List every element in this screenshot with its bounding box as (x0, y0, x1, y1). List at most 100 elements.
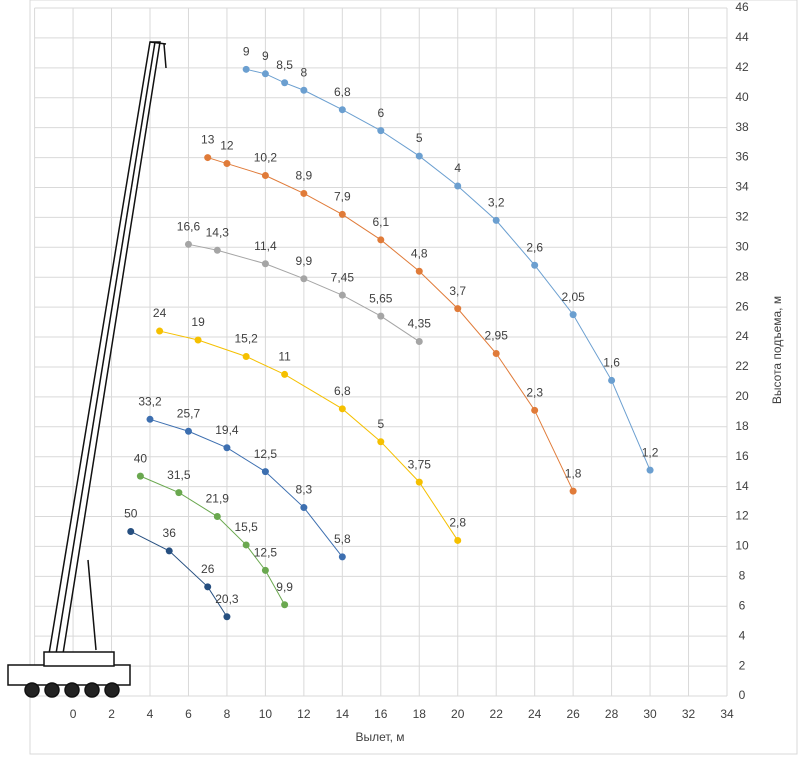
x-tick-label: 32 (682, 707, 696, 721)
data-point (213, 246, 221, 254)
data-label: 16,6 (177, 219, 201, 233)
data-label: 26 (201, 562, 215, 576)
y-tick-label: 20 (735, 389, 749, 403)
data-label: 9 (262, 49, 269, 63)
data-label: 10,2 (254, 151, 278, 165)
data-point (300, 504, 308, 512)
data-label: 12 (220, 139, 234, 153)
data-label: 15,5 (234, 520, 258, 534)
y-tick-label: 46 (735, 0, 749, 14)
data-label: 2,3 (526, 386, 543, 400)
data-point (242, 65, 250, 73)
y-tick-label: 42 (735, 60, 749, 74)
data-point (415, 152, 423, 160)
data-point (454, 305, 462, 313)
data-point (377, 312, 385, 320)
data-label: 6,8 (334, 85, 351, 99)
data-label: 9 (243, 44, 250, 58)
data-label: 7,9 (334, 190, 351, 204)
data-point (223, 444, 231, 452)
data-point (338, 405, 346, 413)
data-label: 4,8 (411, 246, 428, 260)
data-label: 14,3 (206, 225, 230, 239)
y-tick-label: 32 (735, 210, 749, 224)
x-tick-label: 6 (185, 707, 192, 721)
y-tick-label: 0 (739, 688, 746, 702)
data-label: 36 (163, 526, 177, 540)
x-tick-label: 0 (70, 707, 77, 721)
data-label: 9,9 (296, 254, 313, 268)
y-tick-label: 34 (735, 180, 749, 194)
y-tick-label: 24 (735, 329, 749, 343)
series-line (140, 475, 286, 606)
data-label: 8,9 (296, 169, 313, 183)
data-point (261, 70, 269, 78)
data-label: 24 (153, 306, 167, 320)
x-tick-label: 8 (224, 707, 231, 721)
data-label: 6,1 (372, 215, 389, 229)
data-label: 40 (134, 451, 148, 465)
x-tick-label: 28 (605, 707, 619, 721)
data-label: 1,8 (565, 466, 582, 480)
data-point (261, 172, 269, 180)
data-label: 12,5 (254, 546, 278, 560)
x-tick-label: 20 (451, 707, 465, 721)
data-point (338, 291, 346, 299)
data-label: 13 (201, 133, 215, 147)
data-point (454, 536, 462, 544)
data-point (281, 601, 289, 609)
data-label: 3,7 (449, 284, 466, 298)
data-point (415, 267, 423, 275)
data-point (156, 327, 164, 335)
data-point (261, 566, 269, 574)
data-label: 2,6 (526, 240, 543, 254)
series-line (159, 330, 459, 541)
data-point (281, 370, 289, 378)
x-tick-label: 2 (108, 707, 115, 721)
y-tick-label: 2 (739, 658, 746, 672)
data-point (261, 260, 269, 268)
data-label: 3,75 (408, 457, 432, 471)
data-label: 6,8 (334, 384, 351, 398)
x-tick-label: 10 (259, 707, 273, 721)
data-point (184, 427, 192, 435)
data-point (338, 210, 346, 218)
data-label: 1,2 (642, 445, 659, 459)
x-tick-label: 34 (720, 707, 734, 721)
x-tick-label: 26 (566, 707, 580, 721)
data-point (223, 613, 231, 621)
y-tick-label: 8 (739, 569, 746, 583)
data-label: 9,9 (276, 580, 293, 594)
data-label: 5 (377, 417, 384, 431)
y-axis-title: Высота подъема, м (770, 296, 784, 404)
x-axis-title: Вылет, м (356, 730, 405, 744)
data-point (242, 352, 250, 360)
data-label: 31,5 (167, 468, 191, 482)
crane-illustration (7, 41, 167, 698)
x-tick-label: 24 (528, 707, 542, 721)
data-point (184, 240, 192, 248)
data-label: 2,95 (485, 329, 509, 343)
y-tick-label: 16 (735, 449, 749, 463)
data-label: 15,2 (234, 332, 258, 346)
data-point (492, 216, 500, 224)
data-point (377, 438, 385, 446)
y-tick-label: 36 (735, 150, 749, 164)
data-point (146, 415, 154, 423)
data-label: 33,2 (138, 394, 162, 408)
data-point (646, 466, 654, 474)
data-point (415, 478, 423, 486)
y-tick-label: 4 (739, 628, 746, 642)
data-point (204, 583, 212, 591)
y-tick-label: 22 (735, 359, 749, 373)
data-point (175, 489, 183, 497)
data-label: 8 (301, 65, 308, 79)
data-point (338, 553, 346, 561)
data-point (531, 406, 539, 414)
data-label: 5,8 (334, 532, 351, 546)
data-label: 8,5 (276, 58, 293, 72)
y-tick-label: 14 (735, 479, 749, 493)
x-tick-label: 22 (490, 707, 504, 721)
data-point (213, 513, 221, 521)
